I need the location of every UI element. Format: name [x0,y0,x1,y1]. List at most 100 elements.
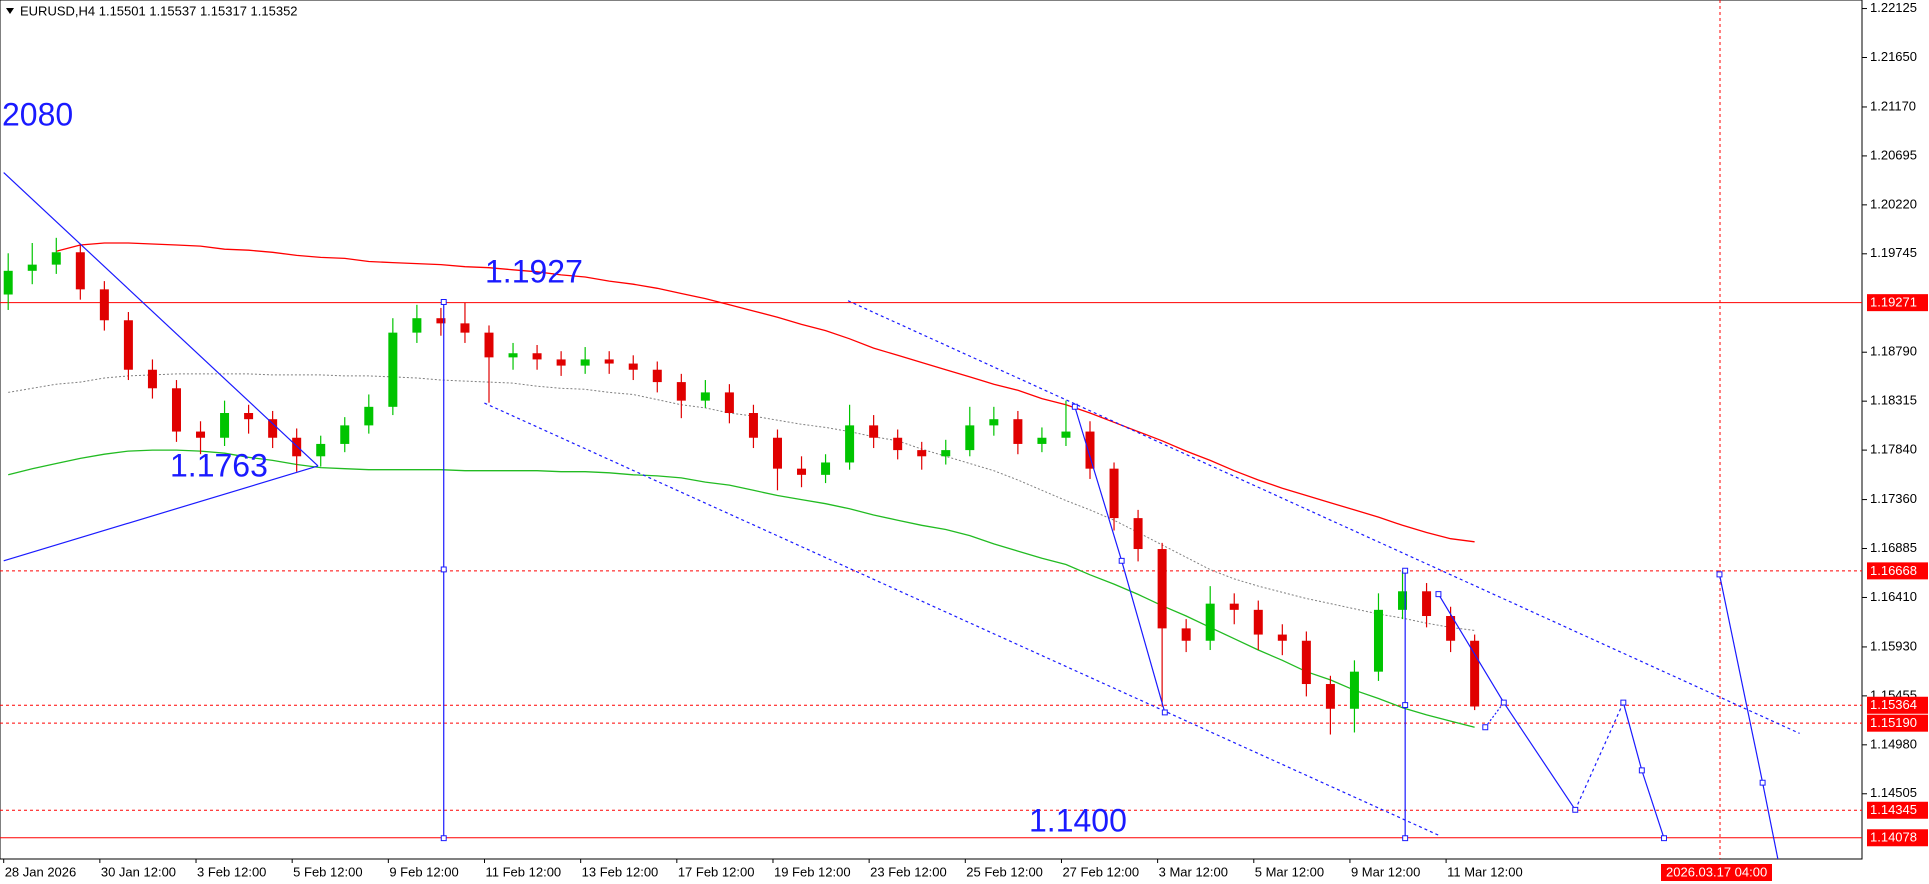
candle-body [1422,591,1432,617]
y-tick-label: 1.17360 [1870,491,1917,506]
candle-body [1229,603,1239,610]
candle-body [532,353,542,360]
x-tick-label: 19 Feb 12:00 [774,864,851,879]
price-label-box [1867,829,1928,847]
candle-body [700,392,710,401]
annotation: 2080 [2,96,73,132]
candle-body [989,419,999,426]
y-tick-label: 1.14505 [1870,785,1917,800]
moving-average [56,242,1475,543]
price-label: 1.19271 [1870,295,1917,310]
x-tick-label: 11 Feb 12:00 [486,864,562,879]
candle-body [1398,591,1408,610]
x-tick-label: 11 Mar 12:00 [1447,864,1523,879]
candle-body [3,270,13,295]
candle-body [1157,549,1167,629]
price-label-box [1867,696,1928,714]
candle-body [1037,437,1047,444]
y-tick-label: 1.19745 [1870,245,1917,260]
x-tick-label: 9 Mar 12:00 [1351,864,1420,879]
candle-body [1325,684,1335,709]
candle-body [364,406,374,426]
candle-body [1470,640,1480,707]
menu-arrow [6,8,14,14]
y-tick-label: 1.20695 [1870,147,1917,162]
candle-body [580,359,590,366]
y-tick-label: 1.16885 [1870,540,1917,555]
candle-body [676,382,686,401]
candle-body [845,425,855,463]
price-label-box [1867,294,1928,312]
candle-body [244,413,254,420]
x-tick-label: 5 Feb 12:00 [293,864,362,879]
candle-body [869,425,879,438]
x-tick-label: 9 Feb 12:00 [389,864,458,879]
candle-body [628,363,638,370]
candle-body [75,252,85,290]
candle-body [171,388,181,432]
candle-body [388,332,398,407]
x-tick-label: 30 Jan 12:00 [101,864,176,879]
x-tick-label: 5 Mar 12:00 [1255,864,1324,879]
candle-body [460,323,470,333]
candle-body [1277,634,1287,641]
x-tick-label: 17 Feb 12:00 [678,864,755,879]
candle-body [1205,603,1215,641]
candle-body [316,443,326,457]
candle-body [1349,671,1359,709]
candle-body [99,289,109,321]
candle-body [508,353,518,358]
x-tick-label: 3 Mar 12:00 [1159,864,1228,879]
candle-body [484,332,494,358]
y-tick-label: 1.17840 [1870,442,1917,457]
candle-body [1253,609,1263,635]
x-tick-label: 3 Feb 12:00 [197,864,266,879]
price-label-box [1867,714,1928,732]
annotation: 1.1763 [170,447,268,483]
candle-body [196,431,206,438]
annotation: 1.1927 [485,253,583,289]
chart-header: EURUSD,H4 1.15501 1.15537 1.15317 1.1535… [20,3,298,18]
candle-body [1133,518,1143,550]
candle-body [1301,640,1311,685]
moving-average [8,449,1475,728]
price-label: 1.16668 [1870,563,1917,578]
y-tick-label: 1.21650 [1870,49,1917,64]
x-tick-label: 27 Feb 12:00 [1062,864,1139,879]
candle-body [941,450,951,457]
cursor-time: 2026.03.17 04:00 [1666,864,1767,879]
plot-area [0,0,1863,860]
cursor-time-box [1661,864,1772,881]
candle-body [436,318,446,324]
candle-body [821,462,831,475]
candle-body [220,413,230,438]
moving-average [8,373,1475,631]
candle-body [652,369,662,383]
candle-body [556,359,566,366]
y-tick-label: 1.22125 [1870,0,1917,15]
price-label: 1.15190 [1870,715,1917,730]
y-tick-label: 1.18790 [1870,344,1917,359]
x-tick-label: 23 Feb 12:00 [870,864,947,879]
candle-body [51,252,61,265]
candle-body [604,359,614,364]
y-tick-label: 1.21170 [1870,98,1916,113]
y-tick-label: 1.14980 [1870,736,1917,751]
candle-body [917,450,927,457]
candle-body [965,425,975,451]
candle-body [772,437,782,469]
candle-body [748,413,758,438]
x-tick-label: 25 Feb 12:00 [966,864,1043,879]
y-tick-label: 1.16410 [1870,589,1917,604]
x-tick-label: 28 Jan 2026 [5,864,77,879]
plot-marks [0,0,1862,859]
candle-body [412,318,422,333]
candle-body [147,369,157,389]
annotation: 1.1400 [1029,802,1127,838]
candle-body [27,264,37,271]
candle-body [340,425,350,444]
y-tick-label: 1.20220 [1870,196,1917,211]
price-label: 1.14078 [1870,830,1917,845]
candle-body [123,320,133,370]
